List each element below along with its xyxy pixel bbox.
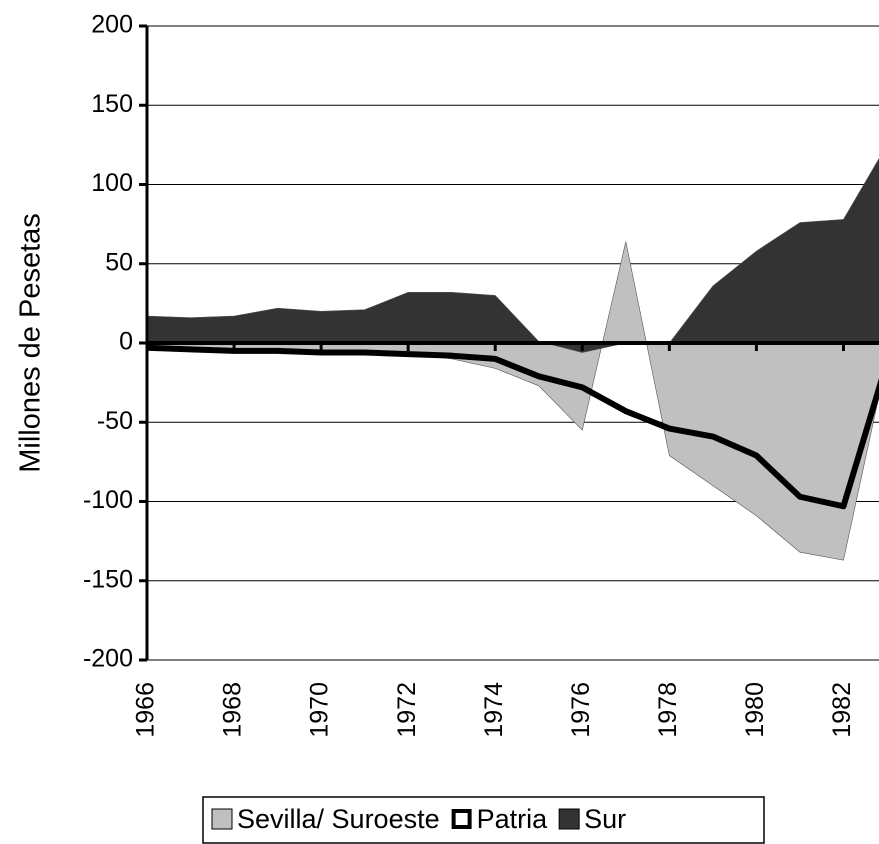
x-tick-label: 1982 (828, 682, 856, 738)
x-tick-label: 1972 (393, 682, 421, 738)
legend-swatch (558, 808, 580, 830)
y-tick-label: -100 (83, 486, 133, 514)
line (146, 344, 879, 510)
x-tick-label: 1970 (306, 682, 334, 738)
legend-label: Sevilla/ Suroeste (237, 804, 440, 834)
y-tick-label: -150 (83, 565, 133, 593)
y-tick-label: 100 (91, 169, 133, 197)
legend-swatch (211, 808, 233, 830)
y-tick-label: 150 (91, 90, 133, 118)
x-tick-label: 1980 (741, 682, 769, 738)
legend-label: Sur (584, 804, 626, 834)
x-tick-label: 1966 (132, 682, 160, 738)
x-tick-label: 1976 (567, 682, 595, 738)
y-tick-label: -50 (97, 407, 133, 435)
y-tick-label: 0 (119, 328, 133, 356)
x-tick-label: 1974 (480, 682, 508, 738)
legend-label: Patria (477, 804, 549, 834)
y-tick-label: -200 (83, 645, 133, 673)
y-tick-label: 200 (91, 11, 133, 39)
x-tick-label: 1968 (219, 682, 247, 738)
y-axis-label: Millones de Pesetas (15, 213, 47, 473)
y-tick-label: 50 (105, 248, 133, 276)
area (146, 157, 879, 353)
legend (202, 796, 765, 844)
legend-swatch (451, 809, 472, 829)
x-tick-label: 1978 (654, 682, 682, 738)
